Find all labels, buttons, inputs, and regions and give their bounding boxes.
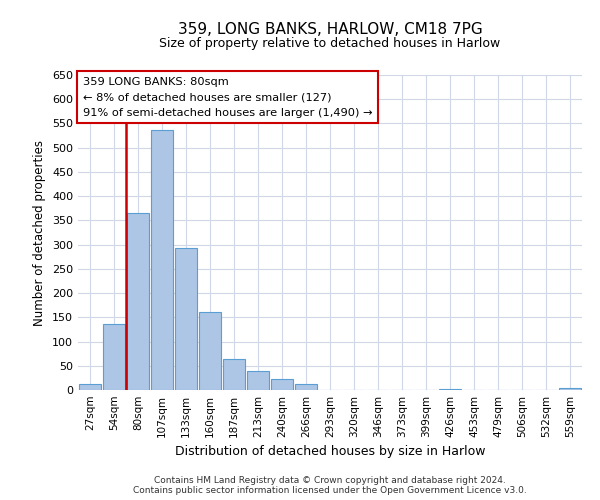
Title: Size of property relative to detached houses in Harlow: Size of property relative to detached ho… xyxy=(160,37,500,50)
X-axis label: Distribution of detached houses by size in Harlow: Distribution of detached houses by size … xyxy=(175,446,485,458)
Text: Contains HM Land Registry data © Crown copyright and database right 2024.
Contai: Contains HM Land Registry data © Crown c… xyxy=(133,476,527,495)
Bar xyxy=(151,130,173,390)
Bar xyxy=(223,358,245,390)
Bar xyxy=(295,384,317,390)
Text: 359 LONG BANKS: 80sqm
← 8% of detached houses are smaller (127)
91% of semi-deta: 359 LONG BANKS: 80sqm ← 8% of detached h… xyxy=(83,76,373,118)
Bar xyxy=(199,312,221,390)
Bar xyxy=(247,370,269,390)
Bar xyxy=(79,384,101,390)
Bar xyxy=(271,380,293,390)
Text: 359, LONG BANKS, HARLOW, CM18 7PG: 359, LONG BANKS, HARLOW, CM18 7PG xyxy=(178,22,482,38)
Y-axis label: Number of detached properties: Number of detached properties xyxy=(34,140,46,326)
Bar xyxy=(559,388,581,390)
Bar xyxy=(175,248,197,390)
Bar xyxy=(103,324,125,390)
Bar xyxy=(127,213,149,390)
Bar xyxy=(439,388,461,390)
